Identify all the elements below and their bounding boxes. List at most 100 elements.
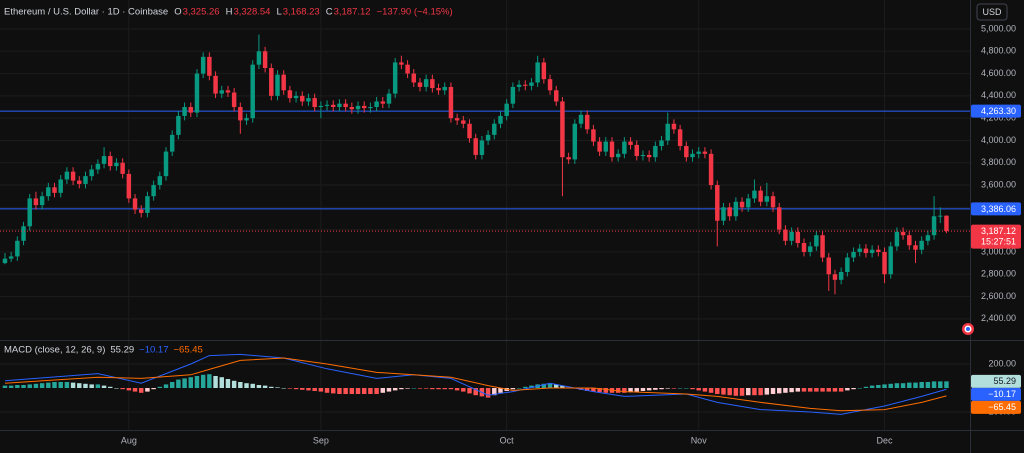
candle-body	[615, 153, 621, 158]
histogram-bar	[814, 388, 819, 392]
candle-body	[244, 118, 249, 121]
candle-body	[361, 105, 367, 109]
histogram-bar	[696, 388, 701, 391]
candle-body	[281, 74, 286, 91]
candle-body	[826, 257, 832, 275]
candle-body	[814, 235, 819, 247]
currency-button-frame[interactable]	[976, 3, 1008, 21]
price-pane	[0, 34, 970, 295]
candle-body	[349, 107, 355, 110]
histogram-bar	[448, 388, 454, 390]
histogram-bar	[702, 388, 708, 392]
histogram-bar	[584, 388, 590, 391]
histogram-bar	[157, 386, 163, 388]
candle-body	[523, 84, 528, 86]
candle-body	[764, 196, 770, 202]
candle-body	[739, 201, 745, 208]
histogram-bar	[795, 388, 801, 392]
candle-body	[46, 187, 51, 197]
histogram-bar	[120, 388, 125, 390]
candle-body	[343, 103, 348, 108]
candle-body	[529, 82, 534, 86]
candle-body	[566, 157, 571, 160]
histogram-bar	[374, 388, 379, 394]
alert-icon-core[interactable]	[966, 327, 970, 331]
histogram-bar	[2, 385, 8, 388]
histogram-bar	[70, 382, 76, 388]
candle-body	[776, 207, 782, 230]
histogram-bar	[783, 388, 788, 393]
histogram-bar	[114, 388, 119, 389]
candle-body	[52, 187, 57, 193]
y-tick-label: 4,600.00	[981, 68, 1016, 78]
x-tick-label: Aug	[121, 435, 137, 445]
currency-label[interactable]: USD	[982, 7, 1002, 17]
candle-body	[492, 123, 497, 135]
histogram-bar	[944, 381, 949, 388]
candle-body	[207, 56, 212, 76]
currency-button[interactable]: USD	[976, 3, 1008, 21]
histogram-bar	[101, 385, 107, 388]
candle-body	[355, 105, 361, 110]
candle-body	[442, 86, 447, 91]
candle-body	[256, 51, 262, 65]
candle-body	[727, 207, 732, 217]
histogram-bar	[417, 388, 423, 389]
histogram-bar	[399, 388, 404, 390]
alert-icon[interactable]	[962, 323, 974, 335]
y-tick-label: 4,400.00	[981, 90, 1016, 100]
candle-body	[560, 101, 565, 158]
histogram-bar	[925, 382, 931, 388]
candle-body	[894, 231, 900, 247]
candle-body	[473, 138, 478, 155]
ohlc-value: 3,187.12	[334, 7, 371, 18]
macd-pane	[2, 353, 949, 415]
histogram-bar	[77, 383, 82, 388]
ohlc-value: 3,168.23	[283, 7, 320, 18]
candle-body	[938, 215, 943, 217]
candle-body	[516, 84, 522, 87]
histogram-bar	[169, 382, 175, 388]
histogram-bar	[938, 381, 943, 388]
histogram-bar	[312, 388, 317, 391]
indicator-label: −65.45	[988, 402, 1016, 412]
indicator-label-box	[971, 374, 1021, 388]
histogram-bar	[337, 388, 342, 394]
histogram-bar	[231, 380, 237, 388]
candle-body	[838, 272, 844, 280]
histogram-bar	[126, 388, 132, 391]
x-tick-label: Oct	[500, 435, 515, 445]
price-label-box	[971, 104, 1021, 118]
histogram-bar	[368, 388, 373, 394]
candle-body	[337, 103, 342, 108]
candle-body	[454, 118, 460, 121]
histogram-bar	[876, 385, 881, 388]
histogram-bar	[324, 388, 330, 393]
candle-body	[306, 98, 311, 102]
histogram-bar	[269, 386, 274, 388]
histogram-bar	[603, 388, 609, 393]
candle-body	[609, 141, 615, 158]
histogram-bar	[219, 377, 224, 388]
candle-body	[628, 141, 633, 145]
candle-body	[622, 141, 627, 154]
candle-body	[182, 107, 187, 116]
histogram-bar	[882, 384, 887, 388]
candle-body	[27, 198, 32, 227]
header: Ethereum / U.S. Dollar · 1D · Coinbase O…	[4, 7, 453, 356]
candle-body	[225, 90, 231, 93]
histogram-bar	[715, 388, 720, 394]
candle-body	[702, 151, 708, 154]
histogram-bar	[739, 388, 745, 396]
candle-body	[368, 107, 373, 109]
histogram-bar	[554, 384, 559, 388]
candle-body	[485, 134, 491, 141]
candle-body	[770, 196, 776, 208]
grid	[0, 0, 970, 430]
candle-body	[783, 229, 788, 241]
histogram-bar	[721, 388, 726, 395]
indicator-label-box	[971, 387, 1021, 401]
candle-body	[801, 243, 807, 252]
candle-body	[603, 141, 609, 152]
